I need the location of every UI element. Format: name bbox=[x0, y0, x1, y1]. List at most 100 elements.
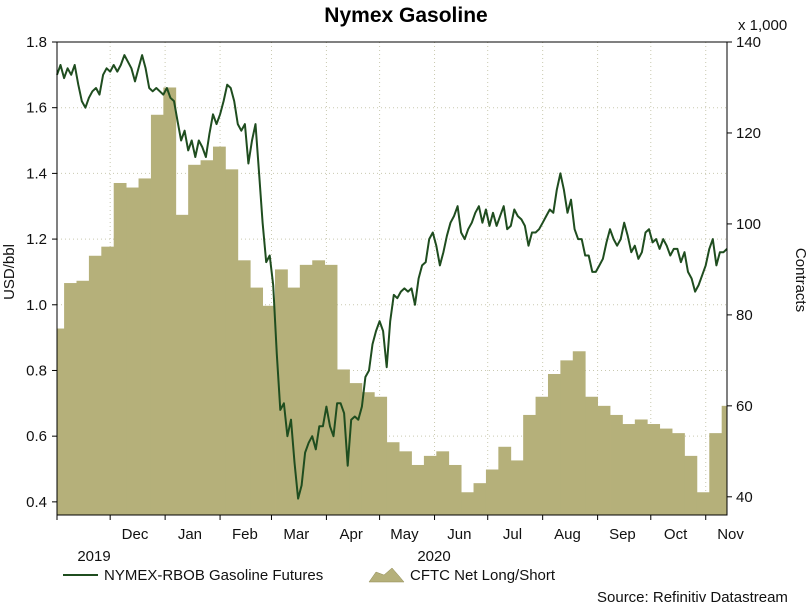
right-tick-label: 60 bbox=[736, 398, 753, 415]
cftc-bar bbox=[448, 464, 462, 515]
cftc-bar bbox=[237, 260, 251, 515]
left-tick-label: 1.4 bbox=[26, 165, 47, 182]
year-label-2019: 2019 bbox=[77, 548, 110, 565]
x-tick-label: Oct bbox=[664, 526, 688, 543]
x-tick-label: Feb bbox=[232, 526, 258, 543]
cftc-bar bbox=[498, 446, 512, 515]
cftc-bar bbox=[436, 451, 450, 515]
x-tick-label: Sep bbox=[609, 526, 636, 543]
rbob-line bbox=[56, 54, 728, 500]
right-tick-label: 140 bbox=[736, 34, 761, 51]
cftc-bar bbox=[647, 424, 661, 515]
cftc-bar bbox=[225, 169, 239, 515]
right-tick-label: 120 bbox=[736, 125, 761, 142]
cftc-bar bbox=[547, 374, 561, 515]
right-tick-label: 80 bbox=[736, 307, 753, 324]
left-tick-label: 0.6 bbox=[26, 428, 47, 445]
cftc-bar bbox=[337, 369, 350, 515]
cftc-bar bbox=[461, 492, 474, 515]
year-label-2020: 2020 bbox=[417, 548, 450, 565]
cftc-bar bbox=[684, 455, 698, 515]
x-tick-label: Mar bbox=[283, 526, 309, 543]
cftc-bar bbox=[585, 396, 599, 515]
cftc-bar bbox=[423, 455, 437, 515]
rbob-line-layer bbox=[56, 54, 728, 500]
cftc-bar bbox=[510, 460, 524, 515]
cftc-bar bbox=[659, 428, 673, 515]
cftc-bar bbox=[610, 414, 623, 515]
cftc-bar bbox=[560, 360, 574, 515]
x-tick-label: Nov bbox=[717, 526, 744, 543]
right-axis-multiplier: x 1,000 bbox=[738, 17, 787, 34]
left-axis: 0.4 0.6 0.8 1.0 1.2 1.4 1.6 1.8 bbox=[26, 34, 57, 511]
cftc-bar bbox=[57, 328, 65, 515]
x-tick-label: May bbox=[390, 526, 419, 543]
cftc-bar bbox=[64, 283, 77, 515]
cftc-bar bbox=[287, 287, 301, 515]
cftc-bar bbox=[275, 269, 288, 515]
x-axis: Dec Jan Feb Mar Apr May Jun Jul Aug Sep Oct Nov bbox=[56, 515, 744, 543]
cftc-bar bbox=[721, 405, 728, 515]
cftc-bar bbox=[212, 146, 226, 515]
cftc-bar bbox=[709, 433, 723, 515]
cftc-bar bbox=[188, 164, 201, 515]
cftc-bar bbox=[386, 442, 400, 515]
x-tick-label: Jul bbox=[503, 526, 522, 543]
cftc-bar bbox=[411, 464, 425, 515]
left-tick-label: 1.0 bbox=[26, 297, 47, 314]
cftc-bar bbox=[349, 383, 363, 515]
x-tick-label: Aug bbox=[554, 526, 581, 543]
cftc-bar bbox=[101, 246, 115, 516]
left-tick-label: 1.2 bbox=[26, 231, 47, 248]
left-tick-label: 0.4 bbox=[26, 494, 47, 511]
cftc-bar bbox=[622, 424, 636, 515]
cftc-bar bbox=[485, 469, 499, 515]
legend-label-rbob: NYMEX-RBOB Gasoline Futures bbox=[104, 567, 323, 584]
cftc-bar bbox=[262, 305, 276, 515]
cftc-bar bbox=[634, 419, 648, 515]
cftc-bar bbox=[299, 264, 313, 515]
x-tick-label: Jun bbox=[447, 526, 471, 543]
x-tick-label: Jan bbox=[178, 526, 202, 543]
cftc-bar bbox=[696, 492, 710, 515]
cftc-bar bbox=[126, 187, 139, 516]
x-tick-label: Dec bbox=[122, 526, 149, 543]
left-tick-label: 1.8 bbox=[26, 34, 47, 51]
cftc-bar bbox=[374, 396, 388, 515]
cftc-bar bbox=[150, 114, 164, 516]
x-tick-label: Apr bbox=[340, 526, 363, 543]
right-tick-label: 100 bbox=[736, 216, 761, 233]
cftc-bar bbox=[572, 351, 586, 515]
cftc-area-layer bbox=[57, 87, 728, 516]
source-note: Source: Refinitiv Datastream bbox=[597, 589, 788, 603]
cftc-bar bbox=[361, 392, 375, 515]
legend: NYMEX-RBOB Gasoline Futures CFTC Net Lon… bbox=[63, 567, 556, 584]
legend-label-cftc: CFTC Net Long/Short bbox=[410, 567, 556, 584]
cftc-bar bbox=[113, 182, 127, 515]
cftc-bar bbox=[523, 414, 536, 515]
cftc-bar bbox=[76, 280, 90, 515]
cftc-bar bbox=[324, 264, 338, 515]
left-axis-title: USD/bbl bbox=[1, 244, 18, 300]
legend-area-swatch bbox=[368, 567, 405, 583]
cftc-bar bbox=[597, 405, 611, 515]
cftc-bar bbox=[535, 396, 549, 515]
cftc-bar bbox=[138, 178, 152, 515]
cftc-bar bbox=[175, 214, 189, 516]
cftc-bar bbox=[473, 483, 487, 515]
right-axis-title: Contracts bbox=[792, 248, 809, 312]
cftc-bar bbox=[312, 260, 326, 515]
plot-frame bbox=[56, 41, 728, 516]
chart-title: Nymex Gasoline bbox=[324, 4, 487, 27]
cftc-bar bbox=[672, 433, 685, 515]
cftc-bar bbox=[399, 451, 412, 515]
cftc-bar bbox=[88, 255, 102, 515]
left-tick-label: 1.6 bbox=[26, 100, 47, 117]
cftc-bar bbox=[163, 87, 177, 515]
right-tick-label: 40 bbox=[736, 489, 753, 506]
right-axis: 40 60 80 100 120 140 bbox=[727, 34, 761, 506]
left-tick-label: 0.8 bbox=[26, 362, 47, 379]
cftc-bar bbox=[200, 160, 214, 515]
cftc-bar bbox=[250, 287, 264, 515]
